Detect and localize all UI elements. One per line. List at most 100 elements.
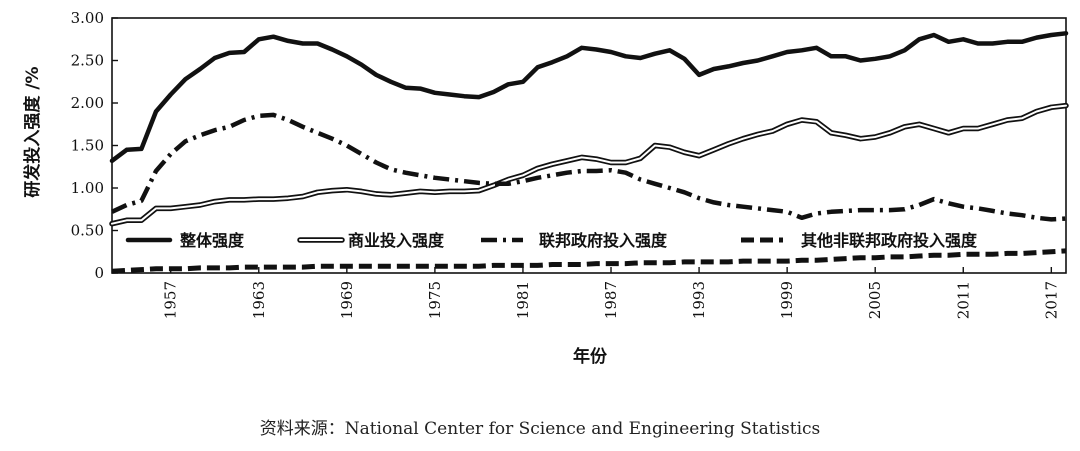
series-nonfederal-other-point bbox=[743, 261, 744, 262]
series-business-point bbox=[346, 189, 347, 190]
y-tick-label: 0 bbox=[94, 264, 104, 282]
series-federal-point bbox=[977, 208, 978, 209]
x-tick-label: 1969 bbox=[338, 281, 356, 319]
series-business-point bbox=[625, 162, 626, 163]
series-nonfederal-other-point bbox=[200, 267, 201, 268]
series-federal-point bbox=[787, 211, 788, 212]
series-overall-point bbox=[699, 74, 700, 75]
series-nonfederal-other-point bbox=[1021, 253, 1022, 254]
series-nonfederal-other-point bbox=[155, 268, 156, 269]
series-nonfederal-other-point bbox=[537, 265, 538, 266]
series-business-point bbox=[126, 220, 127, 221]
series-nonfederal-other-point bbox=[361, 266, 362, 267]
series-federal-point bbox=[111, 211, 112, 212]
series-overall-point bbox=[111, 160, 112, 161]
series-business-point bbox=[405, 193, 406, 194]
series-federal-point bbox=[434, 177, 435, 178]
series-overall-line bbox=[109, 31, 1069, 164]
series-business-point bbox=[508, 179, 509, 180]
series-nonfederal-other-point bbox=[317, 266, 318, 267]
series-overall-point bbox=[332, 49, 333, 50]
series-overall-point bbox=[1021, 41, 1022, 42]
series-overall-point bbox=[200, 68, 201, 69]
series-nonfederal-other-point bbox=[390, 266, 391, 267]
series-federal-point bbox=[1007, 213, 1008, 214]
series-nonfederal-other-point bbox=[244, 267, 245, 268]
series-overall-point bbox=[875, 58, 876, 59]
series-federal-point bbox=[155, 170, 156, 171]
series-federal-point bbox=[405, 172, 406, 173]
series-nonfederal-other-point bbox=[214, 267, 215, 268]
series-overall-point bbox=[449, 94, 450, 95]
series-federal-point bbox=[816, 213, 817, 214]
series-nonfederal-other-point bbox=[713, 261, 714, 262]
x-tick-label: 1993 bbox=[690, 281, 708, 319]
series-federal-point bbox=[860, 210, 861, 211]
series-business-point bbox=[845, 135, 846, 136]
series-federal-point bbox=[933, 199, 934, 200]
series-overall-point bbox=[214, 57, 215, 58]
series-business-point bbox=[831, 132, 832, 133]
series-overall-point bbox=[596, 49, 597, 50]
series-federal-point bbox=[684, 192, 685, 193]
series-nonfederal-other-point bbox=[449, 266, 450, 267]
series-federal-point bbox=[845, 210, 846, 211]
x-tick-label: 1999 bbox=[778, 281, 796, 319]
series-layer bbox=[109, 31, 1069, 274]
series-business-point bbox=[801, 119, 802, 120]
series-business-point bbox=[1051, 107, 1052, 108]
series-business-point bbox=[302, 196, 303, 197]
series-nonfederal-other-point bbox=[420, 266, 421, 267]
series-nonfederal-other-point bbox=[654, 262, 655, 263]
series-business-point bbox=[434, 192, 435, 193]
series-nonfederal-other-point bbox=[229, 267, 230, 268]
series-nonfederal-other-point bbox=[522, 265, 523, 266]
series-federal-point bbox=[1036, 217, 1037, 218]
series-overall-point bbox=[831, 56, 832, 57]
series-business-point bbox=[229, 199, 230, 200]
series-overall-point bbox=[948, 41, 949, 42]
series-nonfederal-other-point bbox=[816, 260, 817, 261]
series-nonfederal-other-point bbox=[728, 261, 729, 262]
series-overall-point bbox=[522, 81, 523, 82]
series-nonfederal-other-point bbox=[493, 265, 494, 266]
series-overall-point bbox=[361, 64, 362, 65]
series-federal-point bbox=[581, 170, 582, 171]
series-business-point bbox=[772, 131, 773, 132]
series-federal-point bbox=[376, 162, 377, 163]
series-business-point bbox=[669, 147, 670, 148]
series-nonfederal-other-point bbox=[787, 261, 788, 262]
series-nonfederal-other-point bbox=[464, 266, 465, 267]
series-overall-point bbox=[1007, 41, 1008, 42]
series-nonfederal-other-point bbox=[860, 257, 861, 258]
series-overall-point bbox=[669, 50, 670, 51]
legend-label-series-overall: 整体强度 bbox=[179, 231, 245, 250]
series-overall-point bbox=[185, 79, 186, 80]
series-business-point bbox=[992, 124, 993, 125]
series-nonfederal-other-point bbox=[669, 262, 670, 263]
series-overall-point bbox=[229, 52, 230, 53]
series-nonfederal-other-point bbox=[757, 261, 758, 262]
series-nonfederal-other-point bbox=[845, 258, 846, 259]
series-nonfederal-other-point bbox=[346, 266, 347, 267]
series-business-point bbox=[390, 194, 391, 195]
y-tick-label: 1.00 bbox=[71, 179, 104, 197]
x-tick-label: 1957 bbox=[162, 281, 180, 319]
series-nonfederal-other-point bbox=[566, 264, 567, 265]
series-business-point bbox=[889, 132, 890, 133]
series-business-point bbox=[258, 199, 259, 200]
series-federal-point bbox=[258, 115, 259, 116]
series-overall-point bbox=[478, 97, 479, 98]
series-nonfederal-other-point bbox=[126, 270, 127, 271]
series-business-line-outline bbox=[109, 102, 1069, 227]
series-overall-point bbox=[1051, 34, 1052, 35]
series-business-point bbox=[552, 164, 553, 165]
series-overall-point bbox=[493, 91, 494, 92]
x-tick-label: 1981 bbox=[514, 281, 532, 319]
series-federal-point bbox=[317, 132, 318, 133]
series-overall-point bbox=[743, 62, 744, 63]
series-overall-point bbox=[566, 56, 567, 57]
series-overall-point bbox=[141, 148, 142, 149]
x-tick-label: 1975 bbox=[426, 281, 444, 319]
series-business-point bbox=[919, 124, 920, 125]
